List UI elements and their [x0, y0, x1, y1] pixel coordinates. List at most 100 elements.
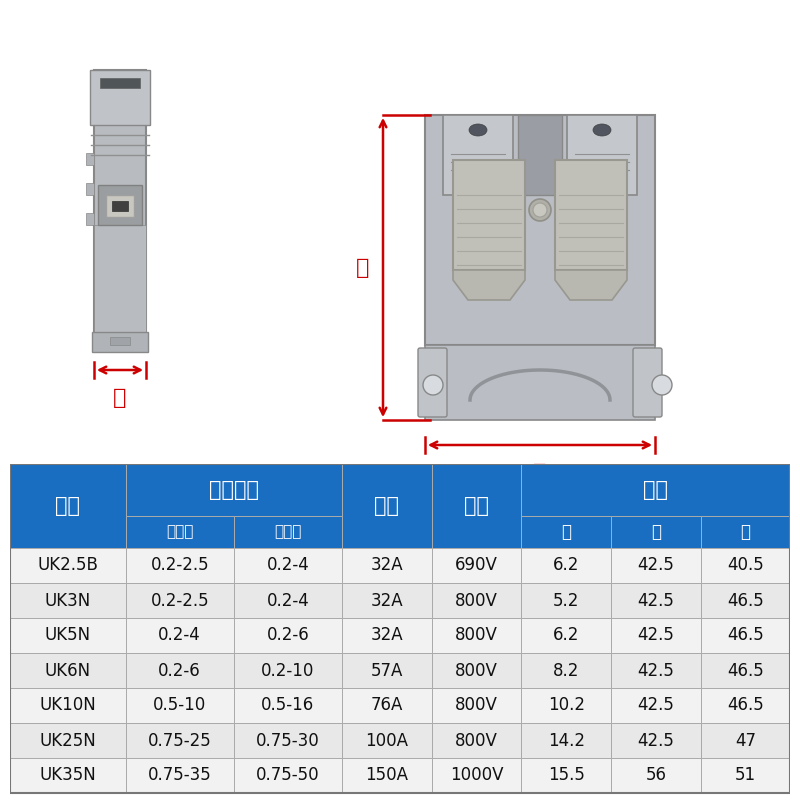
Bar	[342, 548, 432, 583]
Text: 高: 高	[356, 258, 370, 278]
Text: 800V: 800V	[455, 731, 498, 750]
Bar	[701, 688, 790, 723]
Text: 压线范围: 压线范围	[209, 480, 259, 500]
Text: 57A: 57A	[370, 662, 403, 679]
Text: UK5N: UK5N	[45, 626, 90, 645]
Text: 800V: 800V	[455, 697, 498, 714]
Text: 76A: 76A	[370, 697, 403, 714]
Text: 0.2-4: 0.2-4	[158, 626, 201, 645]
Bar	[10, 618, 126, 653]
Bar	[342, 583, 432, 618]
Text: 0.2-10: 0.2-10	[262, 662, 314, 679]
Bar	[126, 653, 234, 688]
Bar	[522, 688, 611, 723]
Bar	[234, 688, 342, 723]
Bar	[611, 548, 701, 583]
Bar	[611, 758, 701, 793]
Bar	[94, 225, 146, 340]
Bar	[90, 70, 150, 125]
Bar	[342, 464, 432, 548]
Bar	[86, 213, 94, 225]
Bar	[701, 548, 790, 583]
Text: 14.2: 14.2	[548, 731, 585, 750]
Text: UK6N: UK6N	[45, 662, 90, 679]
Bar	[106, 195, 134, 217]
Bar	[453, 160, 525, 270]
Text: 1000V: 1000V	[450, 766, 503, 785]
Text: 型号: 型号	[55, 496, 80, 516]
Text: 690V: 690V	[455, 557, 498, 574]
Bar	[701, 758, 790, 793]
Bar	[611, 618, 701, 653]
Text: 150A: 150A	[366, 766, 408, 785]
Bar	[94, 70, 146, 340]
Bar	[518, 115, 562, 195]
Text: 0.2-2.5: 0.2-2.5	[150, 591, 209, 610]
Bar	[126, 548, 234, 583]
Bar	[611, 688, 701, 723]
Text: 0.5-10: 0.5-10	[153, 697, 206, 714]
Bar	[98, 185, 142, 225]
Bar	[234, 653, 342, 688]
Bar	[234, 548, 342, 583]
Polygon shape	[453, 270, 525, 300]
Text: 软导线: 软导线	[166, 525, 194, 539]
Text: 42.5: 42.5	[638, 591, 674, 610]
Bar	[611, 516, 701, 548]
Text: 47: 47	[735, 731, 756, 750]
Text: 厚: 厚	[114, 388, 126, 408]
Bar	[110, 337, 130, 345]
Bar	[10, 583, 126, 618]
Bar	[126, 516, 234, 548]
Text: UK2.5B: UK2.5B	[37, 557, 98, 574]
Text: 6.2: 6.2	[553, 626, 579, 645]
Text: 电流: 电流	[374, 496, 399, 516]
FancyBboxPatch shape	[633, 348, 662, 417]
Bar	[100, 78, 140, 88]
Bar	[342, 688, 432, 723]
Bar	[701, 618, 790, 653]
Bar	[342, 758, 432, 793]
Bar	[432, 723, 522, 758]
Bar	[342, 723, 432, 758]
Bar	[10, 548, 126, 583]
Text: 42.5: 42.5	[638, 697, 674, 714]
Bar	[522, 464, 790, 516]
Bar	[92, 332, 148, 352]
Bar	[10, 653, 126, 688]
Text: 42.5: 42.5	[638, 662, 674, 679]
Text: 厚: 厚	[561, 523, 571, 541]
Text: UK25N: UK25N	[39, 731, 96, 750]
Text: 0.2-4: 0.2-4	[266, 591, 310, 610]
Ellipse shape	[469, 124, 487, 136]
Bar	[522, 723, 611, 758]
Text: UK3N: UK3N	[45, 591, 90, 610]
Text: 46.5: 46.5	[727, 626, 764, 645]
Bar	[10, 688, 126, 723]
Text: 46.5: 46.5	[727, 662, 764, 679]
Text: 0.2-4: 0.2-4	[266, 557, 310, 574]
Bar	[342, 653, 432, 688]
Bar	[234, 583, 342, 618]
Text: 电压: 电压	[464, 496, 489, 516]
Bar	[234, 723, 342, 758]
Text: 56: 56	[646, 766, 666, 785]
Text: 32A: 32A	[370, 557, 403, 574]
Ellipse shape	[529, 199, 551, 221]
Text: 0.75-50: 0.75-50	[256, 766, 320, 785]
Bar	[522, 583, 611, 618]
Text: 800V: 800V	[455, 662, 498, 679]
Bar	[10, 723, 126, 758]
Bar	[126, 618, 234, 653]
Text: 42.5: 42.5	[638, 626, 674, 645]
Text: 10.2: 10.2	[548, 697, 585, 714]
Bar	[701, 583, 790, 618]
Text: 42.5: 42.5	[638, 557, 674, 574]
Bar	[701, 516, 790, 548]
Text: 0.2-6: 0.2-6	[266, 626, 310, 645]
Text: 0.75-25: 0.75-25	[148, 731, 212, 750]
Text: 51: 51	[735, 766, 756, 785]
Bar	[701, 653, 790, 688]
Bar	[342, 618, 432, 653]
Bar	[432, 464, 522, 548]
